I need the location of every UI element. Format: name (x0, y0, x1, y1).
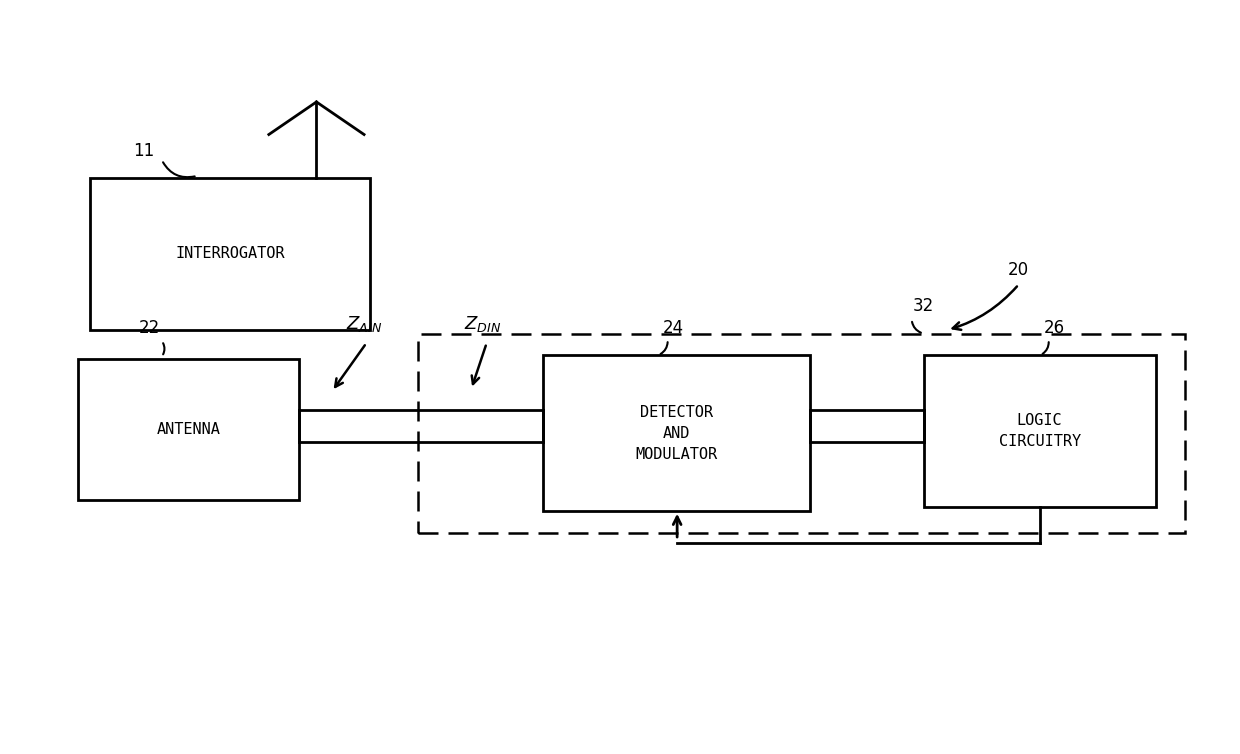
Text: 26: 26 (1044, 319, 1065, 337)
Bar (78, 359, 299, 500)
Bar (543, 355, 811, 511)
Text: 32: 32 (913, 298, 934, 315)
Bar (91, 178, 370, 330)
Text: 22: 22 (139, 319, 160, 337)
Text: INTERROGATOR: INTERROGATOR (175, 247, 285, 262)
Text: 24: 24 (663, 319, 684, 337)
Text: $Z_{DIN}$: $Z_{DIN}$ (465, 314, 502, 333)
Text: ANTENNA: ANTENNA (156, 422, 221, 437)
Text: LOGIC
CIRCUITRY: LOGIC CIRCUITRY (998, 413, 1081, 449)
Bar (418, 333, 1185, 532)
Text: $Z_{AIN}$: $Z_{AIN}$ (346, 314, 382, 333)
Text: DETECTOR
AND
MODULATOR: DETECTOR AND MODULATOR (635, 405, 718, 461)
Text: 20: 20 (1008, 262, 1029, 279)
Bar (924, 355, 1156, 507)
Text: 11: 11 (133, 142, 155, 160)
